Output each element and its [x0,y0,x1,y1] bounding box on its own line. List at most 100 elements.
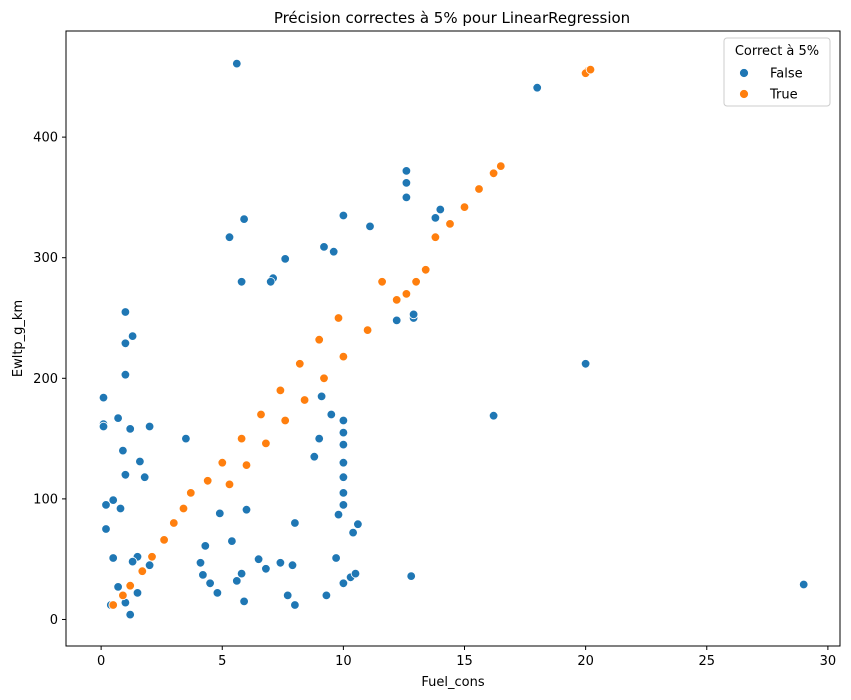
data-point-true [333,313,344,323]
data-point-false [236,568,247,579]
data-point-true [401,289,412,299]
data-point-false [212,588,223,598]
data-point-true [421,265,431,275]
data-point-true [280,415,290,426]
data-point-false [127,331,138,341]
data-point-false [98,421,109,432]
data-point-false [127,556,138,567]
data-point-false [283,590,293,601]
data-point-true [202,476,213,486]
legend-marker-false [739,68,749,78]
data-point-false [198,570,208,580]
data-point-false [253,554,264,564]
data-point-true [241,460,252,470]
data-point-false [224,232,235,242]
x-tick-label: 10 [335,654,352,669]
data-point-false [338,210,349,221]
data-point-true [445,219,455,229]
data-point-true [224,479,235,490]
data-point-false [350,568,361,579]
data-point-false [430,213,441,223]
data-point-true [125,581,135,591]
data-point-true [137,566,148,576]
data-point-true [362,325,373,335]
data-point-false [290,600,300,610]
data-point-false [205,578,215,589]
points-layer [98,58,809,620]
data-point-false [408,309,419,320]
y-tick-label: 200 [33,372,58,387]
data-point-false [118,445,128,456]
data-point-true [338,351,349,362]
data-point-false [108,553,118,563]
data-point-true [299,395,310,405]
data-point-false [266,277,276,287]
legend: Correct à 5% False True [723,37,831,107]
y-tick-label: 100 [33,492,58,507]
data-point-true [314,335,324,345]
x-tick-label: 5 [218,654,226,669]
data-point-true [377,277,387,287]
data-point-false [532,82,542,93]
data-point-false [333,509,344,520]
data-point-false [338,458,349,468]
data-point-false [329,246,339,257]
data-point-false [338,472,349,482]
data-point-false [348,527,358,538]
data-point-true [585,64,596,75]
data-point-false [488,411,499,421]
data-point-true [392,295,402,305]
data-point-false [280,254,290,264]
x-tick-label: 25 [698,654,715,669]
data-point-false [113,413,123,423]
data-point-false [101,500,111,510]
data-point-false [108,495,118,505]
data-point-false [392,315,402,326]
data-point-false [101,524,111,534]
data-point-false [125,424,135,434]
data-point-false [139,472,150,482]
data-point-false [580,359,591,369]
data-point-false [319,242,329,252]
data-point-true [261,438,271,449]
data-point-false [799,579,809,590]
x-tick-label: 15 [456,654,473,669]
y-axis-title: Ewltp_g_km [11,300,26,377]
y-tick-label: 0 [50,613,58,628]
data-point-true [319,373,329,384]
data-point-false [120,307,131,317]
data-point-false [338,578,349,589]
data-point-true [256,409,266,420]
legend-marker-true [739,89,749,99]
data-point-false [321,590,332,601]
data-point-false [331,553,341,563]
data-point-false [338,488,349,498]
data-point-false [239,596,249,607]
data-point-false [215,508,225,519]
data-point-true [474,184,484,194]
data-point-true [186,488,196,498]
data-point-true [108,600,118,610]
data-point-true [295,359,305,369]
legend-frame [723,37,831,107]
data-point-false [98,392,109,403]
data-point-false [144,421,155,432]
y-axis: 0 100 200 300 400 [33,131,66,628]
data-point-true [236,433,247,444]
data-point-false [314,433,324,444]
data-point-false [290,518,300,528]
data-point-true [217,458,228,468]
data-point-false [232,576,242,586]
y-tick-label: 400 [33,131,58,146]
data-point-false [401,178,412,188]
data-point-false [309,452,320,462]
data-point-true [411,277,421,287]
data-point-false [435,204,446,215]
data-point-false [338,500,349,510]
data-point-false [239,214,249,224]
x-tick-label: 30 [820,654,837,669]
x-tick-label: 0 [97,654,105,669]
data-point-false [120,470,131,480]
data-point-true [169,518,179,528]
